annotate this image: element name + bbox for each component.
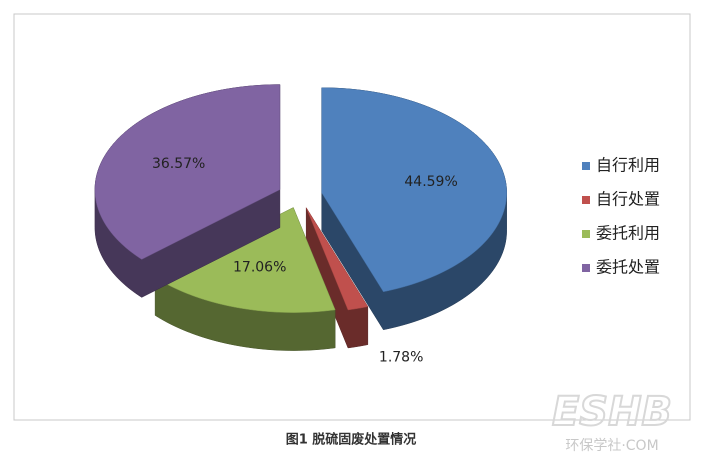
data-label: 44.59%: [404, 174, 457, 190]
legend-swatch: [582, 162, 590, 170]
watermark-text: 环保学社·COM: [565, 438, 658, 454]
data-label: 36.57%: [152, 156, 205, 172]
legend-label: 自行利用: [596, 156, 660, 175]
watermark-logo: ESHB: [552, 389, 672, 435]
data-label: 1.78%: [379, 350, 423, 366]
legend-label: 自行处置: [596, 190, 660, 209]
legend-label: 委托利用: [596, 224, 660, 243]
legend-swatch: [582, 264, 590, 272]
slice: [94, 84, 281, 260]
caption: 图1 脱硫固废处置情况: [286, 432, 417, 448]
legend-label: 委托处置: [596, 258, 660, 277]
slice: [305, 207, 369, 311]
slice: [154, 207, 336, 313]
data-label: 17.06%: [233, 260, 286, 276]
legend-swatch: [582, 196, 590, 204]
slice: [321, 87, 507, 293]
legend-swatch: [582, 230, 590, 238]
